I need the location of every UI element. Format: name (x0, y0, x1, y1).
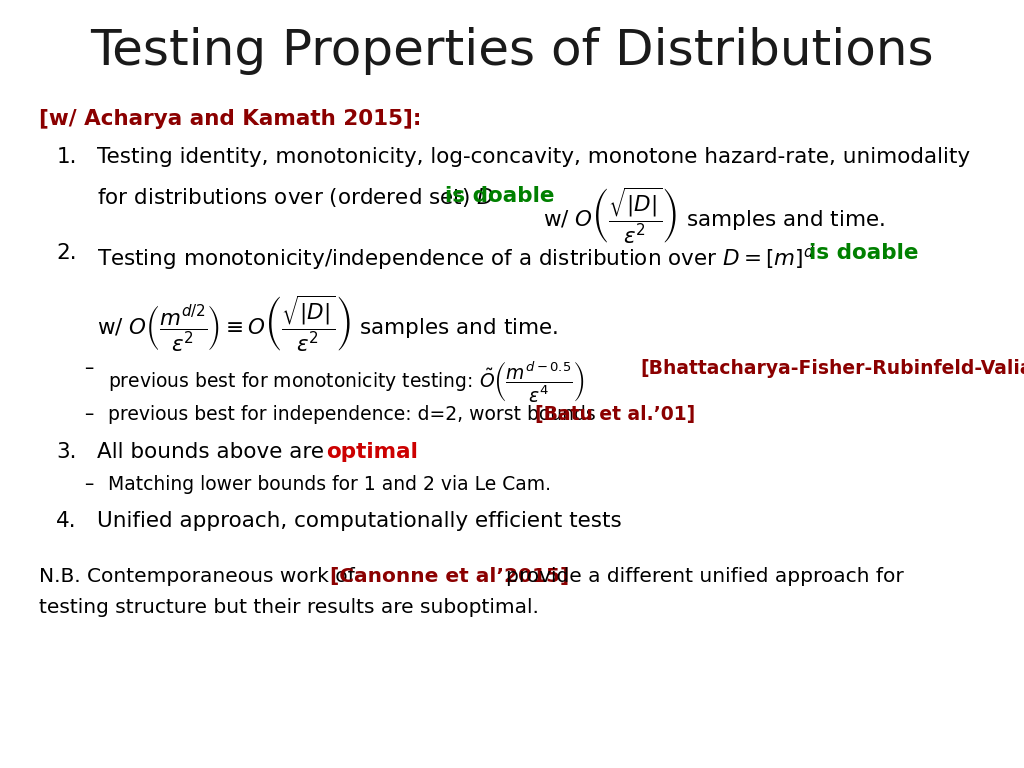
Text: testing structure but their results are suboptimal.: testing structure but their results are … (39, 598, 539, 617)
Text: optimal: optimal (326, 442, 418, 462)
Text: N.B. Contemporaneous work of: N.B. Contemporaneous work of (39, 567, 354, 586)
Text: 1.: 1. (56, 147, 77, 167)
Text: provide a different unified approach for: provide a different unified approach for (506, 567, 903, 586)
Text: Testing monotonicity/independence of a distribution over $D = [m]^d$: Testing monotonicity/independence of a d… (97, 243, 815, 273)
Text: [Canonne et al’2015]: [Canonne et al’2015] (330, 567, 569, 586)
Text: is doable: is doable (809, 243, 919, 263)
Text: [Bhattacharya-Fisher-Rubinfeld-Valiant’11]: [Bhattacharya-Fisher-Rubinfeld-Valiant’1… (640, 359, 1024, 379)
Text: for distributions over (ordered set) $D$: for distributions over (ordered set) $D$ (97, 186, 495, 209)
Text: w/ $O\left(\dfrac{m^{d/2}}{\epsilon^2}\right) \equiv O\left(\dfrac{\sqrt{|D|}}{\: w/ $O\left(\dfrac{m^{d/2}}{\epsilon^2}\r… (97, 293, 558, 354)
Text: w/ $O\left(\dfrac{\sqrt{|D|}}{\epsilon^2}\right)$ samples and time.: w/ $O\left(\dfrac{\sqrt{|D|}}{\epsilon^2… (543, 186, 885, 247)
Text: 3.: 3. (56, 442, 77, 462)
Text: is doable: is doable (445, 186, 555, 206)
Text: –: – (84, 475, 93, 494)
Text: previous best for independence: d=2, worst bounds: previous best for independence: d=2, wor… (108, 405, 595, 424)
Text: All bounds above are: All bounds above are (97, 442, 325, 462)
Text: previous best for monotonicity testing: $\tilde{O}\left(\dfrac{m^{d-0.5}}{\epsil: previous best for monotonicity testing: … (108, 359, 584, 405)
Text: [w/ Acharya and Kamath 2015]:: [w/ Acharya and Kamath 2015]: (39, 109, 421, 129)
Text: Matching lower bounds for 1 and 2 via Le Cam.: Matching lower bounds for 1 and 2 via Le… (108, 475, 551, 494)
Text: 2.: 2. (56, 243, 77, 263)
Text: –: – (84, 405, 93, 424)
Text: Testing Properties of Distributions: Testing Properties of Distributions (90, 27, 934, 75)
Text: Unified approach, computationally efficient tests: Unified approach, computationally effici… (97, 511, 622, 531)
Text: Testing identity, monotonicity, log-concavity, monotone hazard-rate, unimodality: Testing identity, monotonicity, log-conc… (97, 147, 971, 167)
Text: 4.: 4. (56, 511, 77, 531)
Text: [Batu et al.’01]: [Batu et al.’01] (535, 405, 694, 424)
Text: –: – (84, 359, 93, 379)
